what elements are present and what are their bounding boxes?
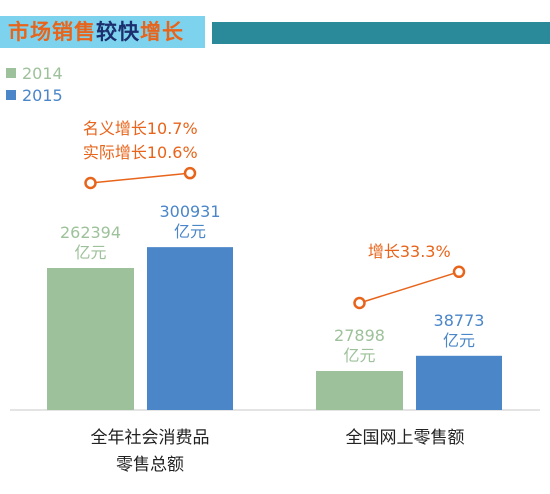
growth-trend-line bbox=[90, 172, 191, 184]
legend-label-2014: 2014 bbox=[22, 64, 63, 83]
header-title-band bbox=[0, 16, 205, 48]
header-accent-band bbox=[212, 22, 550, 44]
growth-trend-line bbox=[359, 271, 460, 304]
data-label-value: 27898 bbox=[334, 326, 385, 345]
bar-2015-group-1 bbox=[147, 247, 233, 410]
legend-label-2015: 2015 bbox=[22, 86, 63, 105]
category-label: 全国网上零售额 bbox=[346, 428, 465, 448]
legend-swatch-2015 bbox=[6, 90, 16, 100]
data-label-unit: 亿元 bbox=[74, 243, 106, 262]
bar-2015-group-2 bbox=[416, 355, 502, 410]
growth-annotation: 实际增长10.6% bbox=[83, 143, 198, 162]
growth-marker-start bbox=[84, 176, 97, 190]
data-label-value: 300931 bbox=[159, 202, 220, 221]
growth-annotation: 增长33.3% bbox=[368, 242, 451, 261]
data-label-value: 38773 bbox=[434, 311, 485, 330]
page-title: 市场销售较快增长 bbox=[8, 20, 184, 44]
category-label: 全年社会消费品 bbox=[91, 428, 210, 448]
category-label: 零售总额 bbox=[116, 455, 184, 475]
legend-swatch-2014 bbox=[6, 68, 16, 78]
growth-marker-start bbox=[353, 296, 366, 310]
data-label-value: 262394 bbox=[60, 223, 121, 242]
growth-annotation: 名义增长10.7% bbox=[83, 119, 198, 138]
growth-marker-end bbox=[183, 166, 197, 180]
growth-marker-end bbox=[452, 265, 466, 279]
data-label-unit: 亿元 bbox=[174, 222, 206, 241]
header: 市场销售较快增长 bbox=[0, 0, 550, 56]
data-label-unit: 亿元 bbox=[443, 331, 475, 350]
data-label-unit: 亿元 bbox=[343, 346, 375, 365]
bar-2014-group-2 bbox=[316, 371, 403, 410]
bar-2014-group-1 bbox=[47, 268, 134, 410]
